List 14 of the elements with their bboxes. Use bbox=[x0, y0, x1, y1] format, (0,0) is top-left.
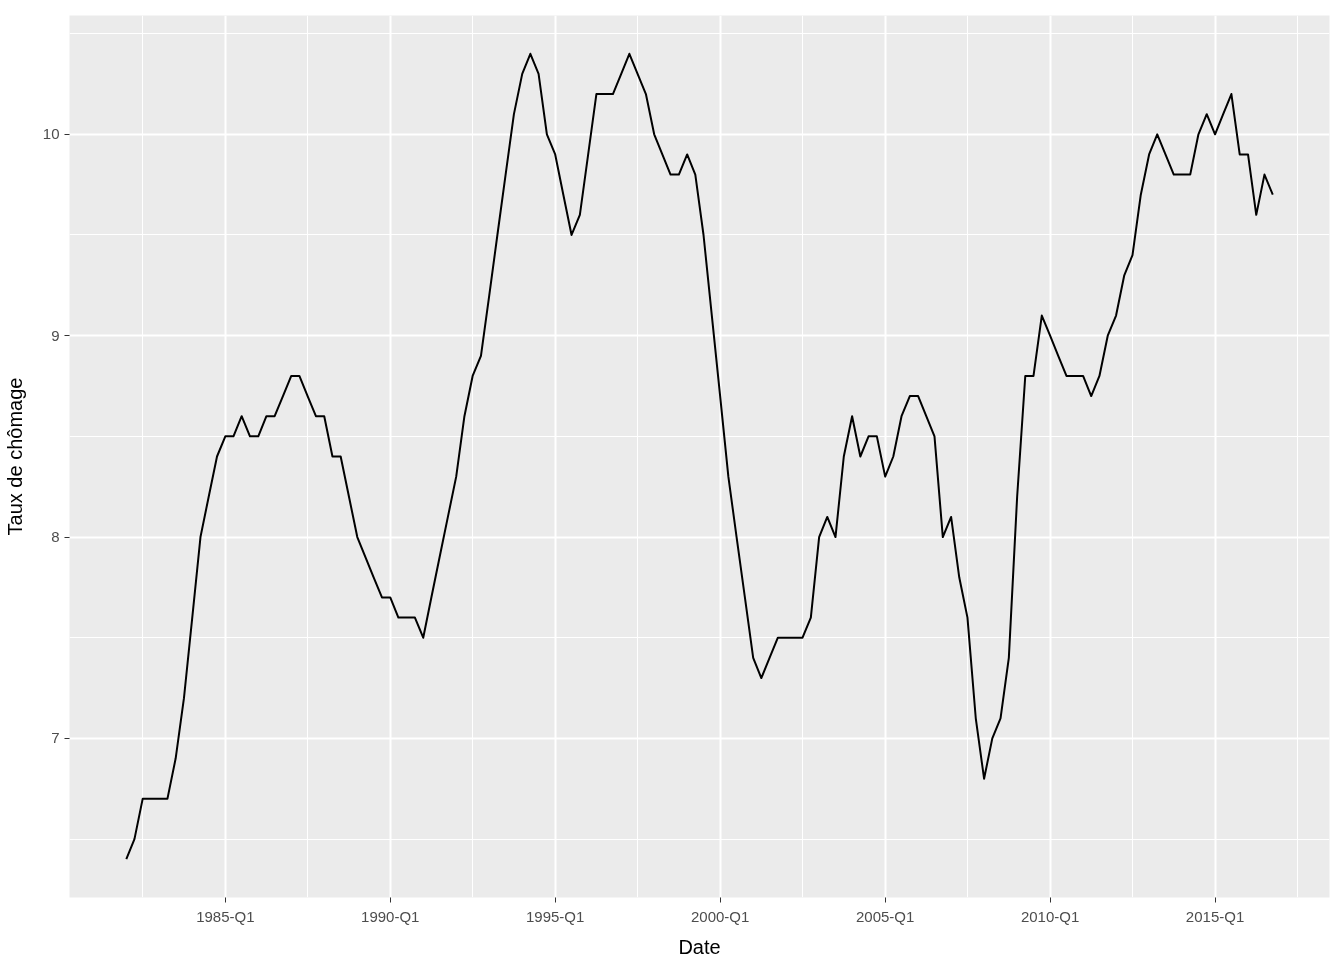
x-tick-label: 1995-Q1 bbox=[526, 907, 585, 925]
y-tick-label: 8 bbox=[51, 528, 60, 546]
x-tick-label: 2015-Q1 bbox=[1185, 907, 1245, 925]
y-axis-title: Taux de chômage bbox=[3, 377, 26, 536]
y-tick-label: 10 bbox=[42, 125, 60, 143]
y-tick-label: 7 bbox=[51, 729, 60, 747]
x-tick-label: 1990-Q1 bbox=[361, 907, 420, 925]
line-series bbox=[125, 52, 1274, 861]
y-tick-label: 9 bbox=[51, 326, 60, 344]
x-tick-label: 2010-Q1 bbox=[1020, 907, 1080, 925]
x-tick-label: 1985-Q1 bbox=[196, 907, 255, 925]
x-axis-title: Date bbox=[678, 935, 721, 958]
x-tick-label: 2000-Q1 bbox=[690, 907, 750, 925]
x-tick-label: 2005-Q1 bbox=[855, 907, 915, 925]
